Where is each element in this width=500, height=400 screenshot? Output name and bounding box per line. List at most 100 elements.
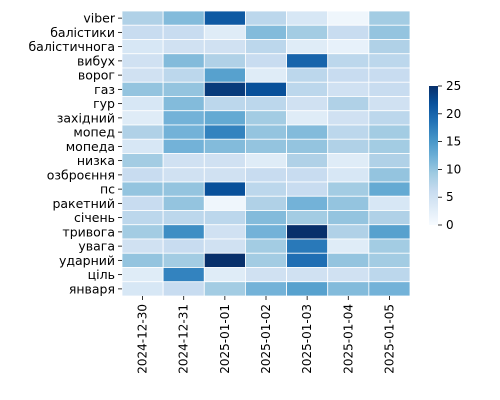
heatmap-cell — [162, 81, 205, 97]
heatmap-cell — [245, 67, 287, 83]
row-label: балістичнога — [28, 39, 115, 54]
row-label: января — [69, 281, 115, 296]
heatmap-cell — [368, 53, 411, 69]
heatmap-cell — [286, 167, 329, 183]
heatmap-cell — [327, 210, 370, 226]
heatmap-cell — [327, 153, 370, 169]
heatmap-cell — [162, 210, 205, 226]
heatmap-cell — [245, 96, 287, 112]
heatmap-cell — [286, 210, 329, 226]
heatmap-cell — [121, 10, 164, 26]
heatmap-cell — [327, 124, 370, 140]
heatmap-cell — [245, 153, 287, 169]
row-labels: viberбалістикибалістичногавибухвороггазг… — [28, 11, 122, 296]
heatmap-cell — [162, 10, 205, 26]
heatmap-cell — [203, 39, 246, 55]
heatmap-cell — [286, 24, 329, 40]
heatmap-cell — [162, 195, 205, 211]
heatmap-cell — [203, 238, 246, 254]
heatmap-cell — [327, 195, 370, 211]
heatmap-cell — [245, 39, 287, 55]
heatmap-cell — [245, 110, 287, 126]
row-label: ударний — [59, 253, 115, 268]
colorbar-tick-label: 10 — [446, 162, 461, 176]
heatmap-cell — [245, 181, 287, 197]
heatmap-cell — [368, 96, 411, 112]
heatmap-cell — [203, 10, 246, 26]
heatmap-cell — [203, 167, 246, 183]
heatmap-cell — [121, 81, 164, 97]
heatmap-cell — [121, 53, 164, 69]
heatmap-cell — [286, 138, 329, 154]
heatmap-cell — [162, 67, 205, 83]
heatmap-cell — [203, 138, 246, 154]
heatmap-cell — [162, 224, 205, 240]
heatmap-cell — [245, 267, 287, 283]
heatmap-cell — [121, 24, 164, 40]
heatmap-cell — [368, 124, 411, 140]
row-label: січень — [74, 210, 115, 225]
heatmap-cell — [203, 181, 246, 197]
colorbar-ticks: 0 5 10 15 20 25 — [438, 79, 461, 232]
heatmap-cell — [327, 39, 370, 55]
heatmap-cell — [203, 81, 246, 97]
heatmap-cell — [327, 167, 370, 183]
heatmap-cell — [368, 267, 411, 283]
row-label: газ — [94, 82, 115, 97]
heatmap-cell — [121, 210, 164, 226]
colorbar-tick-label: 20 — [446, 107, 461, 121]
row-label: мопеда — [66, 139, 115, 154]
heatmap-cell — [368, 24, 411, 40]
heatmap-cell — [286, 39, 329, 55]
heatmap-cell — [121, 124, 164, 140]
heatmap-cell — [327, 181, 370, 197]
heatmap-cell — [368, 81, 411, 97]
heatmap-cell — [245, 238, 287, 254]
heatmap-cell — [162, 110, 205, 126]
heatmap-cell — [286, 67, 329, 83]
heatmap-cell — [162, 96, 205, 112]
heatmap-cell — [245, 24, 287, 40]
heatmap-cell — [368, 224, 411, 240]
heatmap-cell — [327, 267, 370, 283]
heatmap-cell — [203, 53, 246, 69]
colorbar: 0 5 10 15 20 25 — [429, 79, 461, 232]
heatmap-cell — [286, 124, 329, 140]
heatmap-cell — [121, 238, 164, 254]
row-label: ракетний — [52, 196, 115, 211]
heatmap-cell — [286, 267, 329, 283]
column-label: 2024-12-30 — [136, 304, 150, 374]
heatmap-cell — [162, 238, 205, 254]
heatmap-cell — [327, 138, 370, 154]
heatmap-cell — [121, 96, 164, 112]
heatmap-cell — [286, 252, 329, 268]
column-labels: 2024-12-30 2024-12-31 2025-01-01 2025-01-02… — [136, 296, 396, 374]
heatmap-cell — [327, 110, 370, 126]
heatmap-cell — [121, 252, 164, 268]
column-label: 2025-01-01 — [218, 304, 232, 374]
row-label: низка — [77, 153, 115, 168]
row-label: озброєння — [47, 167, 115, 182]
heatmap-cell — [286, 281, 329, 297]
heatmap-cell — [286, 10, 329, 26]
heatmap-cell — [245, 281, 287, 297]
row-label: ворог — [78, 68, 115, 83]
heatmap-cell — [162, 281, 205, 297]
heatmap-cell — [286, 96, 329, 112]
heatmap-cell — [121, 281, 164, 297]
heatmap-cell — [368, 67, 411, 83]
heatmap-cell — [368, 210, 411, 226]
heatmap-cell — [203, 96, 246, 112]
heatmap-cell — [203, 124, 246, 140]
heatmap-cell — [121, 181, 164, 197]
heatmap-cell — [203, 210, 246, 226]
heatmap-cell — [203, 67, 246, 83]
heatmap-cell — [327, 238, 370, 254]
heatmap-cell — [245, 252, 287, 268]
heatmap-cell — [327, 67, 370, 83]
heatmap-cell — [203, 252, 246, 268]
heatmap-cell — [162, 138, 205, 154]
heatmap-cell — [286, 53, 329, 69]
heatmap-cell — [286, 195, 329, 211]
heatmap-cell — [203, 153, 246, 169]
